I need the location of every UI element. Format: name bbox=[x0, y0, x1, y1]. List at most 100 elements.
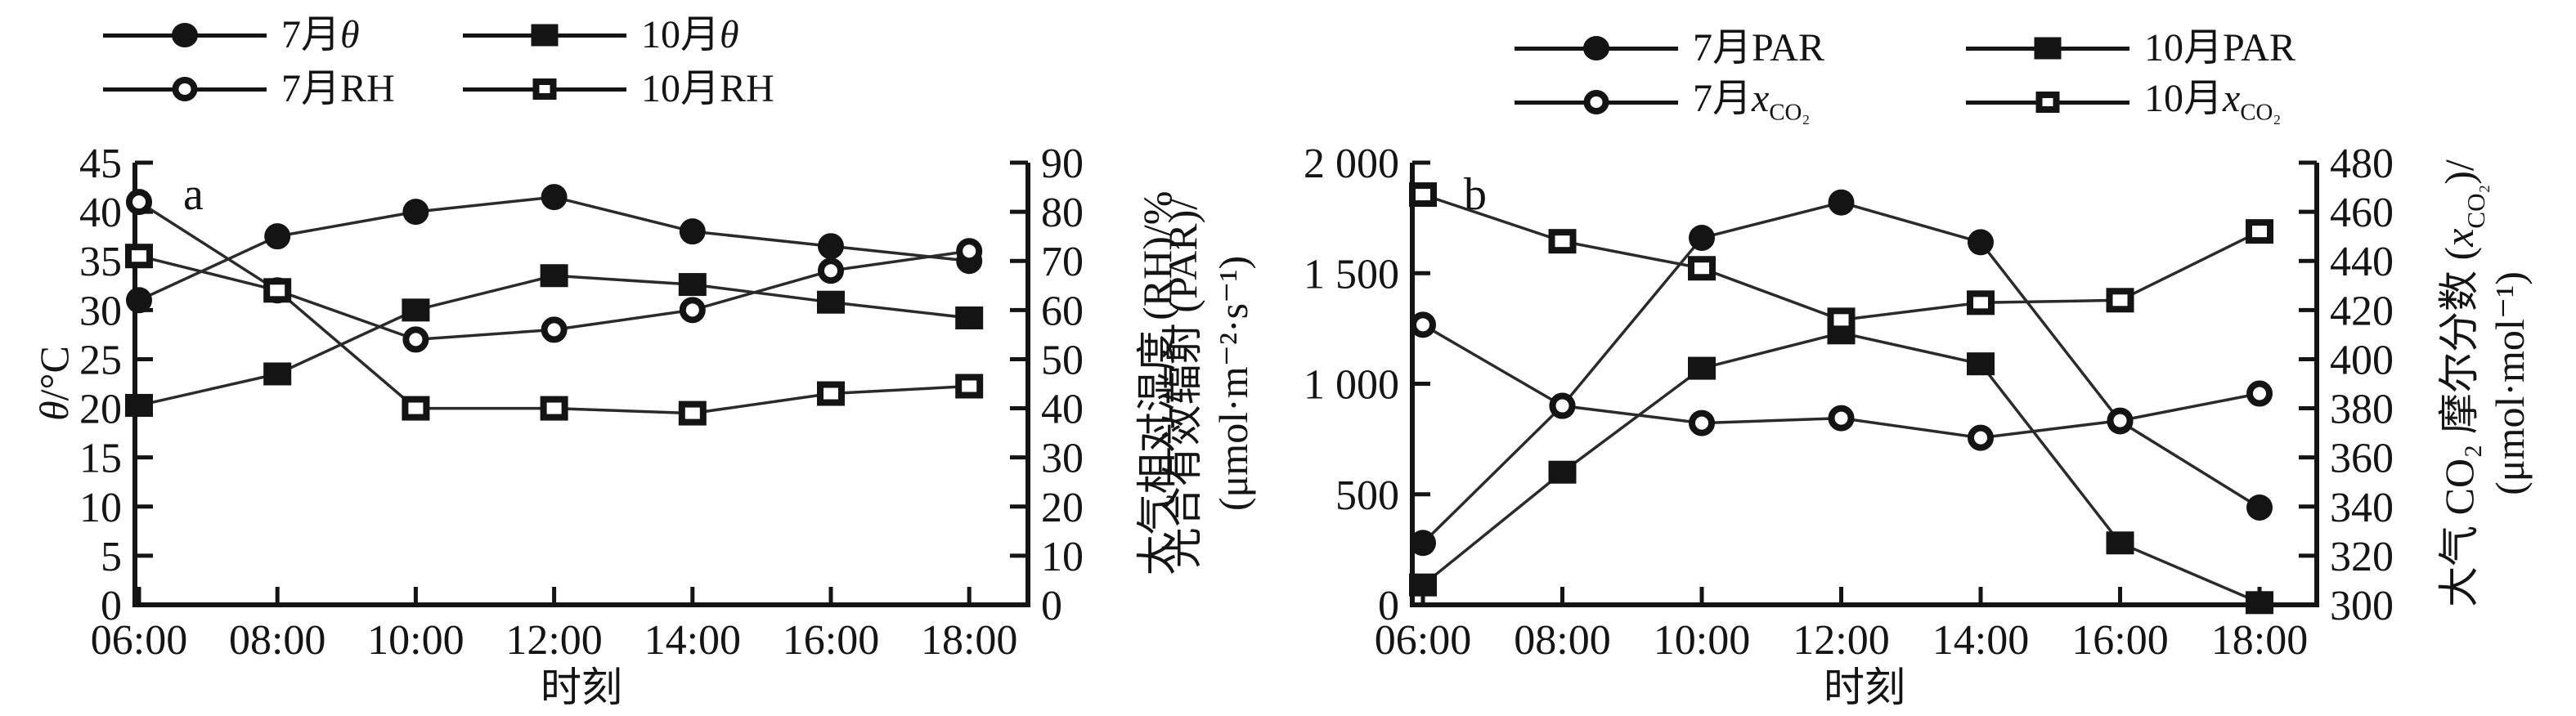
chart-panel-a: 051015202530354045010203040506070809006:… bbox=[31, 141, 1180, 710]
y-axis-right-tick-label: 40 bbox=[1041, 387, 1084, 433]
y-axis-right-tick-label: 20 bbox=[1041, 485, 1084, 531]
series-7月θ-point bbox=[126, 287, 152, 314]
series-10月RH-point bbox=[263, 278, 292, 303]
series-10月xCO2-point bbox=[2246, 219, 2273, 244]
series-10月PAR-point bbox=[2106, 531, 2134, 555]
x-axis-tick-label: 18:00 bbox=[2211, 617, 2308, 664]
legend-label: 7月xCO₂ bbox=[1693, 77, 1811, 126]
y-axis-left-title: 光合有效辐射 (PAR)/ bbox=[1160, 199, 1205, 568]
x-axis-tick-label: 16:00 bbox=[2071, 617, 2168, 664]
axis-frame bbox=[1410, 163, 2319, 607]
y-axis-right-title: 大气 CO₂ 摩尔分数 (xCO₂)/ bbox=[2436, 159, 2490, 607]
series-10月θ-point bbox=[678, 273, 707, 297]
series-10月PAR-point bbox=[1967, 352, 1995, 376]
y-axis-right-tick-label: 340 bbox=[2330, 485, 2394, 531]
series-10月xCO2-point bbox=[1688, 256, 1716, 281]
y-axis-right-tick-label: 380 bbox=[2330, 387, 2394, 433]
series-10月θ-point bbox=[402, 298, 430, 322]
legend-panel-b: 7月PAR 10月PAR 7月xCO₂ 10月xCO₂ bbox=[1515, 21, 2417, 129]
series-10月θ-point bbox=[125, 393, 153, 417]
y-axis-left-tick-label: 40 bbox=[79, 190, 122, 236]
y-axis-left-tick-label: 5 bbox=[101, 534, 122, 580]
legend-label: 7月RH bbox=[281, 67, 395, 110]
series-7月θ-point bbox=[402, 199, 429, 226]
y-axis-left-tick-label: 1 500 bbox=[1304, 251, 1399, 298]
x-axis-tick-label: 10:00 bbox=[367, 617, 464, 664]
x-axis-tick-label: 08:00 bbox=[229, 617, 325, 664]
series-7月xCO2-point bbox=[1410, 311, 1436, 338]
series-7月xCO2-point bbox=[1828, 405, 1855, 432]
y-axis-left-title: (μmol·m⁻²·s⁻¹) bbox=[1210, 256, 1256, 511]
legend-item-b-0: 7月PAR bbox=[1515, 21, 1966, 75]
x-axis-tick-label: 14:00 bbox=[644, 617, 741, 664]
y-axis-left-tick-label: 0 bbox=[1378, 583, 1399, 629]
y-axis-left-tick-label: 0 bbox=[101, 583, 122, 629]
legend-item-b-2: 7月xCO₂ bbox=[1515, 75, 1966, 129]
x-axis-title: 时刻 bbox=[541, 665, 622, 710]
series-10月θ-point bbox=[540, 264, 568, 288]
legend-sample-line bbox=[103, 77, 267, 101]
legend-sample-line bbox=[1966, 37, 2129, 60]
series-line-10月PAR bbox=[1421, 331, 2260, 604]
x-axis-tick-label: 14:00 bbox=[1932, 617, 2029, 664]
x-axis-tick-label: 06:00 bbox=[1375, 617, 1471, 664]
square-filled-marker-icon bbox=[2034, 37, 2062, 60]
series-10月θ-point bbox=[955, 306, 984, 329]
series-7月PAR-point bbox=[1410, 530, 1436, 557]
legend-item-a-3: 10月RH bbox=[463, 62, 823, 116]
y-axis-right-tick-label: 320 bbox=[2330, 534, 2394, 580]
y-axis-left-tick-label: 35 bbox=[79, 239, 122, 285]
series-10月PAR-point bbox=[1548, 460, 1577, 484]
square-filled-marker-icon bbox=[531, 24, 559, 47]
y-axis-right-tick-label: 360 bbox=[2330, 436, 2394, 482]
series-10月PAR-point bbox=[1409, 573, 1437, 597]
legend-sample-line bbox=[463, 78, 626, 100]
y-axis-right-tick-label: 400 bbox=[2330, 337, 2394, 383]
series-10月RH-point bbox=[955, 374, 984, 399]
series-7月xCO2-point bbox=[2107, 407, 2134, 434]
legend-label: 10月RH bbox=[641, 67, 774, 110]
series-7月xCO2-point bbox=[2246, 380, 2273, 407]
y-axis-left-title: θ/°C bbox=[31, 346, 77, 421]
x-axis-tick-label: 16:00 bbox=[783, 617, 879, 664]
series-10月xCO2-point bbox=[1967, 290, 1995, 315]
y-axis-right-tick-label: 80 bbox=[1041, 190, 1084, 236]
y-axis-left-tick-label: 2 000 bbox=[1304, 141, 1399, 187]
series-7月PAR-point bbox=[2246, 494, 2273, 521]
legend-label: 10月xCO₂ bbox=[2144, 77, 2282, 126]
y-axis-left-tick-label: 20 bbox=[79, 387, 122, 433]
legend-panel-a: 7月θ 10月θ 7月RH 10月RH bbox=[103, 8, 823, 116]
y-axis-right-tick-label: 60 bbox=[1041, 288, 1084, 334]
y-axis-left-tick-label: 30 bbox=[79, 288, 122, 334]
y-axis-left-tick-label: 15 bbox=[79, 436, 122, 482]
series-7月xCO2-point bbox=[1549, 392, 1576, 419]
series-7月PAR-point bbox=[1828, 189, 1855, 216]
y-axis-right-tick-label: 0 bbox=[1041, 583, 1062, 629]
legend-sample-line bbox=[1515, 90, 1678, 114]
panel-letter: a bbox=[183, 169, 204, 220]
series-7月PAR-point bbox=[1968, 229, 1994, 256]
series-10月xCO2-point bbox=[1409, 182, 1437, 208]
y-axis-left-tick-label: 10 bbox=[79, 485, 122, 531]
y-axis-right-tick-label: 50 bbox=[1041, 337, 1084, 383]
y-axis-right-tick-label: 480 bbox=[2330, 141, 2394, 187]
y-axis-left-tick-label: 25 bbox=[79, 337, 122, 383]
legend-item-a-2: 7月RH bbox=[103, 62, 463, 116]
square-open-marker-icon bbox=[532, 78, 557, 100]
series-7月θ-point bbox=[541, 184, 568, 211]
series-7月θ-point bbox=[679, 218, 706, 245]
y-axis-left-tick-label: 45 bbox=[79, 141, 122, 187]
x-axis-tick-label: 18:00 bbox=[921, 617, 1017, 664]
x-axis-tick-label: 12:00 bbox=[505, 617, 602, 664]
circle-open-marker-icon bbox=[172, 77, 198, 101]
y-axis-right-tick-label: 10 bbox=[1041, 534, 1084, 580]
x-axis-title: 时刻 bbox=[1824, 665, 1905, 710]
circle-open-marker-icon bbox=[1583, 90, 1609, 114]
y-axis-right-tick-label: 460 bbox=[2330, 190, 2394, 236]
axis-frame bbox=[132, 163, 1030, 607]
circle-filled-marker-icon bbox=[1583, 36, 1609, 60]
legend-item-b-1: 10月PAR bbox=[1966, 21, 2417, 75]
legend-item-b-3: 10月xCO₂ bbox=[1966, 75, 2417, 129]
